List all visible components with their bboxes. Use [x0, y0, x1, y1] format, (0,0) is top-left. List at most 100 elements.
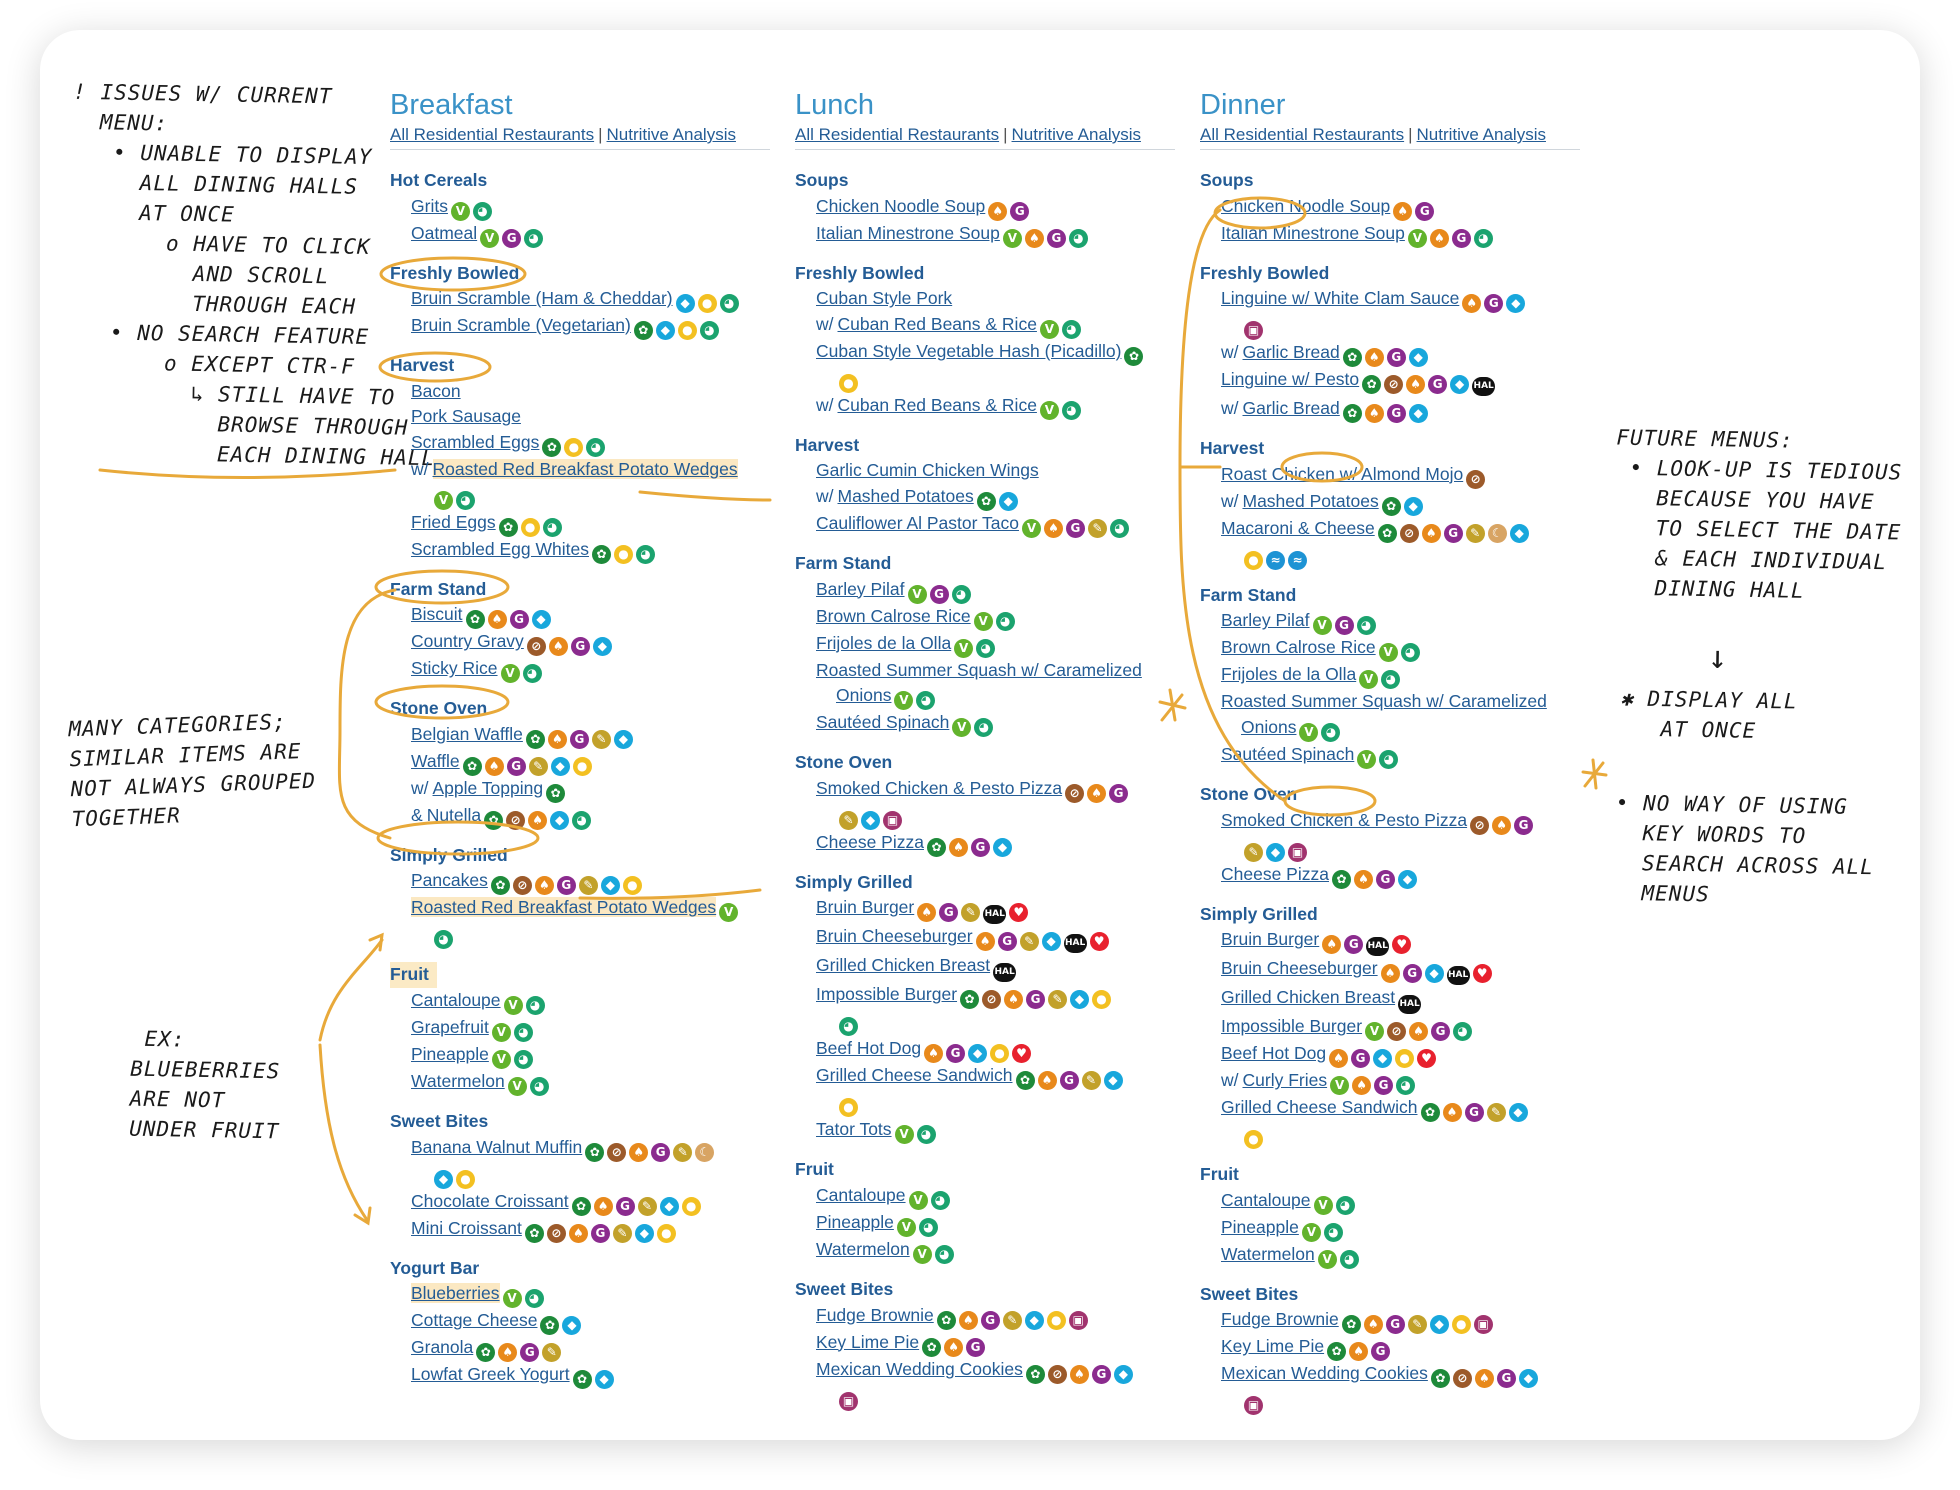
vegetarian-icon[interactable]: V: [502, 1289, 522, 1309]
menu-item-link[interactable]: Linguine w/ Pesto: [1221, 369, 1360, 390]
low-carbon-icon[interactable]: ◕: [1068, 228, 1088, 248]
vegan-icon[interactable]: ✿: [1342, 348, 1362, 368]
vegetarian-icon[interactable]: V: [500, 664, 520, 684]
sesame-icon[interactable]: ▣: [839, 1391, 858, 1411]
vegetarian-icon[interactable]: V: [503, 995, 523, 1015]
dairy-icon[interactable]: ◆: [1408, 348, 1428, 368]
halal-icon[interactable]: HAL: [1446, 966, 1470, 986]
menu-item-link[interactable]: Banana Walnut Muffin: [411, 1136, 583, 1157]
gluten-icon[interactable]: G: [1091, 1364, 1111, 1384]
gluten-icon[interactable]: G: [509, 610, 529, 630]
low-carbon-icon[interactable]: ◕: [976, 638, 996, 658]
gluten-icon[interactable]: G: [1374, 1076, 1394, 1096]
fish-icon[interactable]: ≈: [1266, 550, 1285, 570]
soy-icon[interactable]: ✎: [578, 876, 598, 896]
peanut-icon[interactable]: ⊘: [1470, 815, 1490, 835]
menu-item-link[interactable]: Brown Calrose Rice: [816, 605, 971, 626]
menu-item-link[interactable]: Garlic Cumin Chicken Wings: [816, 460, 1039, 481]
wheat-icon[interactable]: ♠: [1043, 518, 1063, 538]
vegan-icon[interactable]: ✿: [540, 1316, 560, 1336]
dairy-icon[interactable]: ◆: [675, 294, 695, 314]
vegetarian-icon[interactable]: V: [952, 718, 972, 738]
low-carbon-icon[interactable]: ◕: [572, 810, 592, 830]
all-restaurants-link[interactable]: All Residential Restaurants: [795, 125, 1000, 144]
egg-icon[interactable]: ●: [520, 517, 540, 537]
menu-item-link[interactable]: Sautéed Spinach: [1221, 743, 1355, 764]
vegetarian-icon[interactable]: V: [896, 1217, 916, 1237]
gluten-icon[interactable]: G: [1464, 1103, 1484, 1123]
vegetarian-icon[interactable]: V: [1330, 1076, 1350, 1096]
nutritive-analysis-link[interactable]: Nutritive Analysis: [1011, 125, 1141, 144]
menu-item-link[interactable]: Beef Hot Dog: [816, 1038, 922, 1059]
vegan-icon[interactable]: ✿: [1377, 523, 1397, 543]
vegan-icon[interactable]: ✿: [1341, 1315, 1361, 1335]
dairy-icon[interactable]: ◆: [992, 837, 1012, 857]
low-carbon-icon[interactable]: ◕: [916, 691, 936, 711]
menu-item-link[interactable]: Linguine w/ White Clam Sauce: [1221, 288, 1460, 309]
wheat-icon[interactable]: ♠: [1004, 990, 1024, 1010]
vegan-icon[interactable]: ✿: [922, 1337, 942, 1357]
egg-icon[interactable]: ●: [1046, 1310, 1066, 1330]
vegetarian-icon[interactable]: V: [1301, 1222, 1321, 1242]
low-carbon-icon[interactable]: ◕: [839, 1017, 858, 1037]
vegan-icon[interactable]: ✿: [1327, 1342, 1347, 1362]
menu-item-link[interactable]: Scrambled Eggs: [411, 431, 540, 452]
menu-item-link[interactable]: Mexican Wedding Cookies: [816, 1358, 1023, 1379]
menu-item-link[interactable]: Frijoles de la Olla: [1221, 664, 1357, 685]
low-carbon-icon[interactable]: ◕: [513, 1022, 533, 1042]
egg-icon[interactable]: ●: [1092, 990, 1112, 1010]
all-restaurants-link[interactable]: All Residential Restaurants: [390, 125, 595, 144]
wheat-icon[interactable]: ♠: [548, 637, 568, 657]
gluten-icon[interactable]: G: [556, 876, 576, 896]
gluten-icon[interactable]: G: [970, 837, 990, 857]
vegetarian-icon[interactable]: V: [1378, 643, 1398, 663]
wheat-icon[interactable]: ♠: [1364, 404, 1384, 424]
dairy-icon[interactable]: ◆: [613, 729, 633, 749]
soy-icon[interactable]: ✎: [528, 756, 548, 776]
menu-item-link[interactable]: Impossible Burger: [816, 984, 958, 1005]
dairy-icon[interactable]: ◆: [1266, 842, 1285, 862]
vegetarian-icon[interactable]: V: [1317, 1249, 1337, 1269]
low-carbon-icon[interactable]: ◕: [719, 294, 739, 314]
gluten-icon[interactable]: G: [1059, 1071, 1079, 1091]
dairy-icon[interactable]: ◆: [1429, 1315, 1449, 1335]
vegan-icon[interactable]: ✿: [462, 756, 482, 776]
vegan-icon[interactable]: ✿: [572, 1370, 592, 1390]
sesame-icon[interactable]: ▣: [1068, 1310, 1088, 1330]
vegetarian-icon[interactable]: V: [894, 1125, 914, 1145]
menu-item-link[interactable]: Key Lime Pie: [1221, 1336, 1325, 1357]
wheat-icon[interactable]: ♠: [528, 810, 548, 830]
soy-icon[interactable]: ✎: [637, 1196, 657, 1216]
egg-icon[interactable]: ●: [1244, 550, 1263, 570]
menu-item-link[interactable]: Roasted Red Breakfast Potato Wedges: [432, 458, 738, 479]
vegetarian-icon[interactable]: V: [1365, 1022, 1385, 1042]
gluten-icon[interactable]: G: [1371, 1342, 1391, 1362]
menu-item-link[interactable]: Roast Chicken w/ Almond Mojo: [1221, 463, 1464, 484]
egg-icon[interactable]: ●: [697, 294, 717, 314]
wheat-icon[interactable]: ♠: [487, 610, 507, 630]
menu-item-link[interactable]: Blueberries: [411, 1283, 500, 1304]
wheat-icon[interactable]: ♠: [1492, 815, 1512, 835]
vegan-icon[interactable]: ✿: [484, 810, 504, 830]
menu-item-link[interactable]: Grilled Chicken Breast: [1221, 987, 1396, 1008]
low-carbon-icon[interactable]: ◕: [1396, 1076, 1416, 1096]
menu-item-link[interactable]: Grilled Cheese Sandwich: [1221, 1097, 1418, 1118]
peanut-icon[interactable]: ⊘: [1466, 469, 1486, 489]
menu-item-link[interactable]: Roasted Summer Squash w/ Caramelized: [1221, 691, 1547, 712]
low-carbon-icon[interactable]: ◕: [930, 1190, 950, 1210]
soy-icon[interactable]: ✎: [961, 903, 981, 923]
menu-item-link[interactable]: Pineapple: [816, 1211, 894, 1232]
gluten-icon[interactable]: G: [502, 228, 522, 248]
egg-icon[interactable]: ●: [990, 1044, 1010, 1064]
gluten-icon[interactable]: G: [1514, 815, 1534, 835]
menu-item-link[interactable]: Sticky Rice: [411, 658, 498, 679]
gluten-icon[interactable]: G: [1344, 935, 1364, 955]
vegan-icon[interactable]: ✿: [571, 1196, 591, 1216]
low-carbon-icon[interactable]: ◕: [472, 201, 492, 221]
gluten-icon[interactable]: G: [506, 756, 526, 776]
gluten-icon[interactable]: G: [980, 1310, 1000, 1330]
soy-icon[interactable]: ✎: [1048, 990, 1068, 1010]
gluten-icon[interactable]: G: [1431, 1022, 1451, 1042]
low-carbon-icon[interactable]: ◕: [974, 718, 994, 738]
dairy-icon[interactable]: ◆: [1024, 1310, 1044, 1330]
